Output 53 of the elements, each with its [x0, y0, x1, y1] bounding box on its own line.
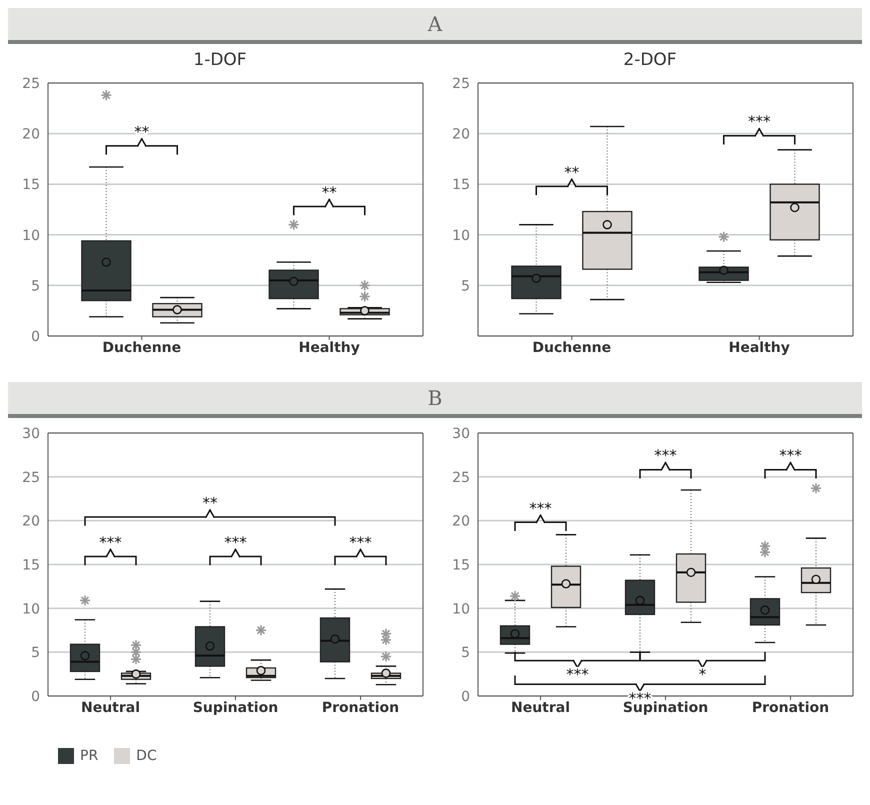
x-tick-label: Neutral	[510, 700, 570, 716]
annotation: ***	[529, 499, 552, 518]
y-tick-label: 20	[452, 514, 470, 530]
y-tick-label: 20	[452, 126, 470, 143]
y-tick-label: 25	[22, 76, 40, 92]
annotation: ***	[779, 446, 802, 465]
y-tick-label: 0	[461, 688, 470, 705]
annotation: ***	[349, 534, 372, 552]
y-tick-label: 25	[452, 470, 470, 486]
x-tick-label: Pronation	[322, 700, 400, 716]
annotation: ***	[99, 534, 122, 552]
x-tick-label: Duchenne	[532, 340, 612, 356]
annotation: ***	[748, 112, 771, 131]
x-tick-label: Supination	[192, 700, 278, 716]
text: A	[8, 8, 862, 44]
annotation: **	[564, 163, 580, 182]
text: B	[8, 382, 862, 418]
annotation: **	[134, 122, 150, 141]
annotation: ***	[654, 446, 678, 465]
y-tick-label: 10	[452, 601, 470, 618]
annotation: *	[698, 666, 707, 684]
x-tick-label: Healthy	[728, 340, 790, 356]
chart-title: 2-DOF	[622, 50, 678, 72]
y-tick-label: 10	[452, 228, 470, 244]
y-tick-label: 30	[452, 426, 470, 442]
y-tick-label: 5	[461, 645, 470, 662]
x-tick-label: Pronation	[752, 700, 830, 716]
y-tick-label: 25	[452, 76, 470, 92]
x-tick-label: Healthy	[298, 340, 360, 356]
annotation: ***	[566, 666, 590, 684]
y-tick-label: 5	[31, 645, 40, 662]
legend-label: DC	[135, 748, 157, 764]
y-tick-label: 10	[22, 601, 40, 618]
y-tick-label: 30	[22, 426, 40, 442]
x-tick-label: Neutral	[80, 700, 140, 716]
y-tick-label: 20	[22, 514, 40, 530]
annotation: **	[322, 184, 338, 202]
chart-title: 1-DOF	[192, 50, 248, 72]
x-tick-label: Duchenne	[102, 340, 182, 356]
annotation: **	[202, 494, 218, 512]
y-tick-label: 0	[31, 688, 40, 705]
legend-label: PR	[79, 748, 98, 764]
y-tick-label: 15	[452, 177, 470, 194]
y-tick-label: 25	[22, 470, 40, 486]
y-tick-label: 5	[31, 278, 40, 294]
y-tick-label: 0	[31, 328, 40, 345]
y-tick-label: 15	[22, 557, 40, 574]
y-tick-label: 20	[22, 126, 40, 143]
y-tick-label: 15	[452, 557, 470, 574]
y-tick-label: 15	[22, 177, 40, 194]
y-tick-label: 10	[22, 228, 40, 244]
y-tick-label: 5	[461, 278, 470, 294]
annotation: ***	[224, 534, 248, 552]
